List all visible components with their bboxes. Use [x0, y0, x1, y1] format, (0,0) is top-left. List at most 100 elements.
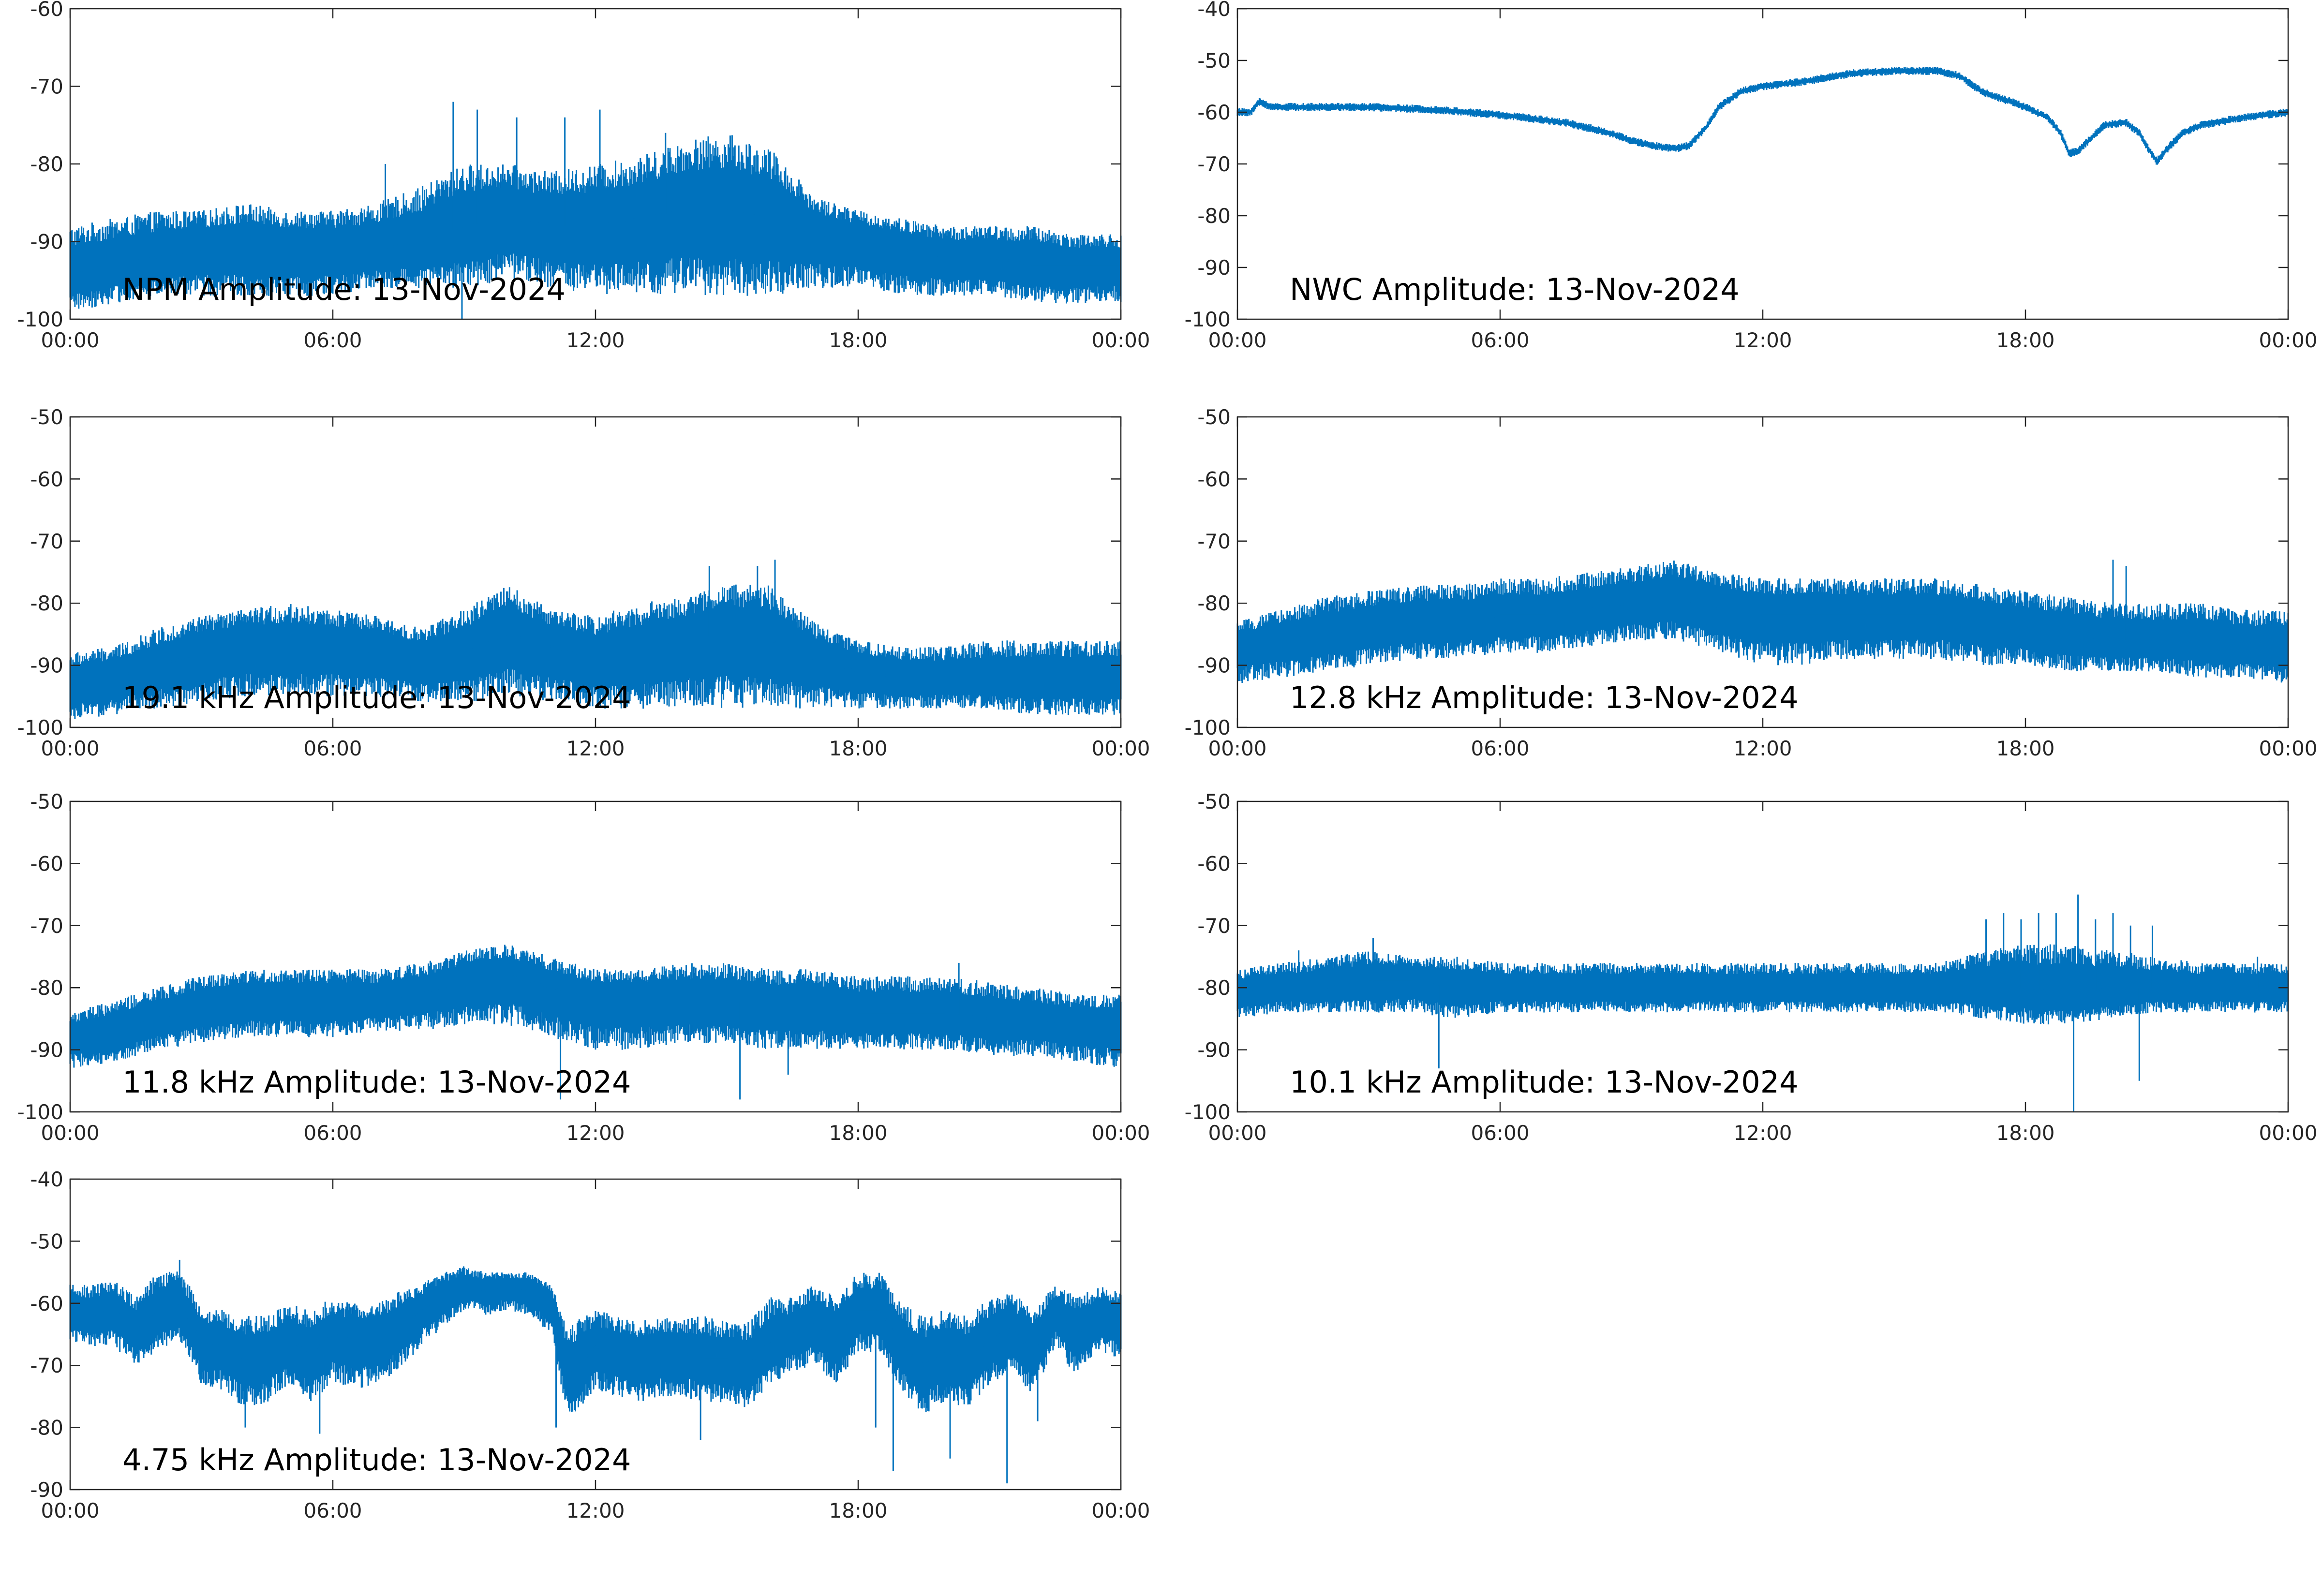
x-tick-label: 00:00: [41, 737, 99, 760]
axis-ticks: 00:00 06:00 12:00 18:00 00:00-100-90-80-70-6…: [17, 405, 1150, 760]
x-tick-label: 12:00: [1733, 328, 1792, 352]
y-tick-label: -100: [1185, 308, 1231, 331]
y-tick-label: -60: [30, 1292, 63, 1315]
x-tick-label: 00:00: [1091, 1499, 1150, 1522]
panel-nwc: 00:00 06:00 12:00 18:00 00:00-100-90-80-70-6…: [1185, 0, 2318, 352]
x-tick-label: 00:00: [1208, 1121, 1266, 1145]
x-tick-label: 12:00: [566, 1121, 625, 1145]
y-tick-label: -80: [1197, 591, 1231, 615]
y-tick-label: -100: [1185, 1100, 1231, 1124]
y-tick-label: -100: [17, 716, 63, 739]
signal-trace: [69, 945, 1122, 1100]
axis-ticks: 00:00 06:00 12:00 18:00 00:00-90-80-70-60-50…: [30, 1167, 1150, 1522]
signal-mean-line: [70, 1284, 1121, 1373]
x-tick-label: 00:00: [1208, 328, 1266, 352]
panel-4-75-khz: 00:00 06:00 12:00 18:00 00:00-90-80-70-60-50…: [30, 1167, 1150, 1522]
x-tick-label: 00:00: [1091, 1121, 1150, 1145]
y-tick-label: -50: [30, 790, 63, 813]
x-tick-label: 18:00: [1996, 328, 2054, 352]
y-tick-label: -50: [30, 1229, 63, 1253]
signal-mean-line: [70, 209, 1121, 274]
x-tick-label: 00:00: [2259, 328, 2317, 352]
x-tick-label: 06:00: [303, 737, 362, 760]
y-tick-label: -100: [1185, 716, 1231, 739]
y-tick-label: -80: [30, 976, 63, 1000]
y-tick-label: -60: [30, 467, 63, 491]
signal-mean-line: [70, 633, 1121, 685]
y-tick-label: -100: [17, 1100, 63, 1124]
y-tick-label: -90: [30, 654, 63, 678]
panel-title: 19.1 kHz Amplitude: 13-Nov-2024: [122, 680, 631, 715]
signal-mean-line: [1237, 70, 2289, 163]
x-tick-label: 12:00: [566, 737, 625, 760]
signal-trace: [1236, 560, 2289, 683]
x-tick-label: 00:00: [41, 1121, 99, 1145]
y-tick-label: -70: [30, 75, 63, 99]
x-tick-label: 06:00: [303, 1121, 362, 1145]
axis-ticks: 00:00 06:00 12:00 18:00 00:00-100-90-80-70-6…: [1185, 790, 2318, 1145]
y-tick-label: -60: [1197, 852, 1231, 875]
axis-ticks: 00:00 06:00 12:00 18:00 00:00-100-90-80-70-6…: [1185, 405, 2318, 760]
signal-trace: [69, 102, 1122, 319]
y-tick-label: -70: [30, 914, 63, 938]
y-tick-label: -70: [30, 1354, 63, 1377]
panel-title: NWC Amplitude: 13-Nov-2024: [1290, 272, 1740, 307]
x-tick-label: 18:00: [829, 737, 887, 760]
x-tick-label: 00:00: [2259, 1121, 2317, 1145]
y-tick-label: -80: [1197, 204, 1231, 228]
y-tick-label: -80: [30, 152, 63, 176]
panel-19-1-khz: 00:00 06:00 12:00 18:00 00:00-100-90-80-70-6…: [17, 405, 1150, 760]
y-tick-label: -80: [1197, 976, 1231, 1000]
x-tick-label: 00:00: [41, 1499, 99, 1522]
x-tick-label: 06:00: [303, 1499, 362, 1522]
y-tick-label: -70: [30, 530, 63, 553]
y-tick-label: -100: [17, 308, 63, 331]
y-tick-label: -50: [1197, 790, 1231, 813]
x-tick-label: 00:00: [1208, 737, 1266, 760]
y-tick-label: -90: [30, 1038, 63, 1062]
y-tick-label: -70: [1197, 530, 1231, 553]
axis-ticks: 00:00 06:00 12:00 18:00 00:00-100-90-80-70-6…: [1185, 0, 2318, 352]
x-tick-label: 06:00: [1471, 737, 1529, 760]
y-tick-label: -40: [1197, 0, 1231, 21]
x-tick-label: 06:00: [1471, 328, 1529, 352]
x-tick-label: 18:00: [829, 1499, 887, 1522]
y-tick-label: -90: [1197, 256, 1231, 280]
y-tick-label: -80: [30, 1416, 63, 1440]
y-tick-label: -70: [1197, 152, 1231, 176]
y-tick-label: -50: [1197, 49, 1231, 73]
panel-title: 11.8 kHz Amplitude: 13-Nov-2024: [122, 1064, 631, 1100]
y-tick-label: -90: [30, 1478, 63, 1502]
x-tick-label: 12:00: [1733, 737, 1792, 760]
x-tick-label: 18:00: [829, 1121, 887, 1145]
y-tick-label: -90: [1197, 1038, 1231, 1062]
signal-mean-line: [70, 974, 1121, 1038]
y-tick-label: -90: [30, 230, 63, 254]
x-tick-label: 06:00: [303, 328, 362, 352]
y-tick-label: -60: [30, 0, 63, 21]
x-tick-label: 12:00: [1733, 1121, 1792, 1145]
x-tick-label: 00:00: [2259, 737, 2317, 760]
panel-11-8-khz: 00:00 06:00 12:00 18:00 00:00-100-90-80-70-6…: [17, 790, 1150, 1145]
y-tick-label: -90: [1197, 654, 1231, 678]
x-tick-label: 12:00: [566, 1499, 625, 1522]
x-tick-label: 18:00: [829, 328, 887, 352]
y-tick-label: -50: [1197, 405, 1231, 429]
x-tick-label: 00:00: [41, 328, 99, 352]
y-tick-label: -80: [30, 591, 63, 615]
signal-trace: [69, 1259, 1122, 1484]
x-tick-label: 12:00: [566, 328, 625, 352]
y-tick-label: -60: [30, 852, 63, 875]
panel-10-1-khz: 00:00 06:00 12:00 18:00 00:00-100-90-80-70-6…: [1185, 790, 2318, 1145]
panel-12-8-khz: 00:00 06:00 12:00 18:00 00:00-100-90-80-70-6…: [1185, 405, 2318, 760]
x-tick-label: 00:00: [1091, 737, 1150, 760]
axis-ticks: 00:00 06:00 12:00 18:00 00:00-100-90-80-70-6…: [17, 790, 1150, 1145]
y-tick-label: -60: [1197, 101, 1231, 124]
x-tick-label: 06:00: [1471, 1121, 1529, 1145]
x-tick-label: 00:00: [1091, 328, 1150, 352]
panel-title: NPM Amplitude: 13-Nov-2024: [122, 272, 566, 307]
y-tick-label: -60: [1197, 467, 1231, 491]
panel-title: 10.1 kHz Amplitude: 13-Nov-2024: [1290, 1064, 1799, 1100]
signal-trace: [1236, 67, 2289, 165]
